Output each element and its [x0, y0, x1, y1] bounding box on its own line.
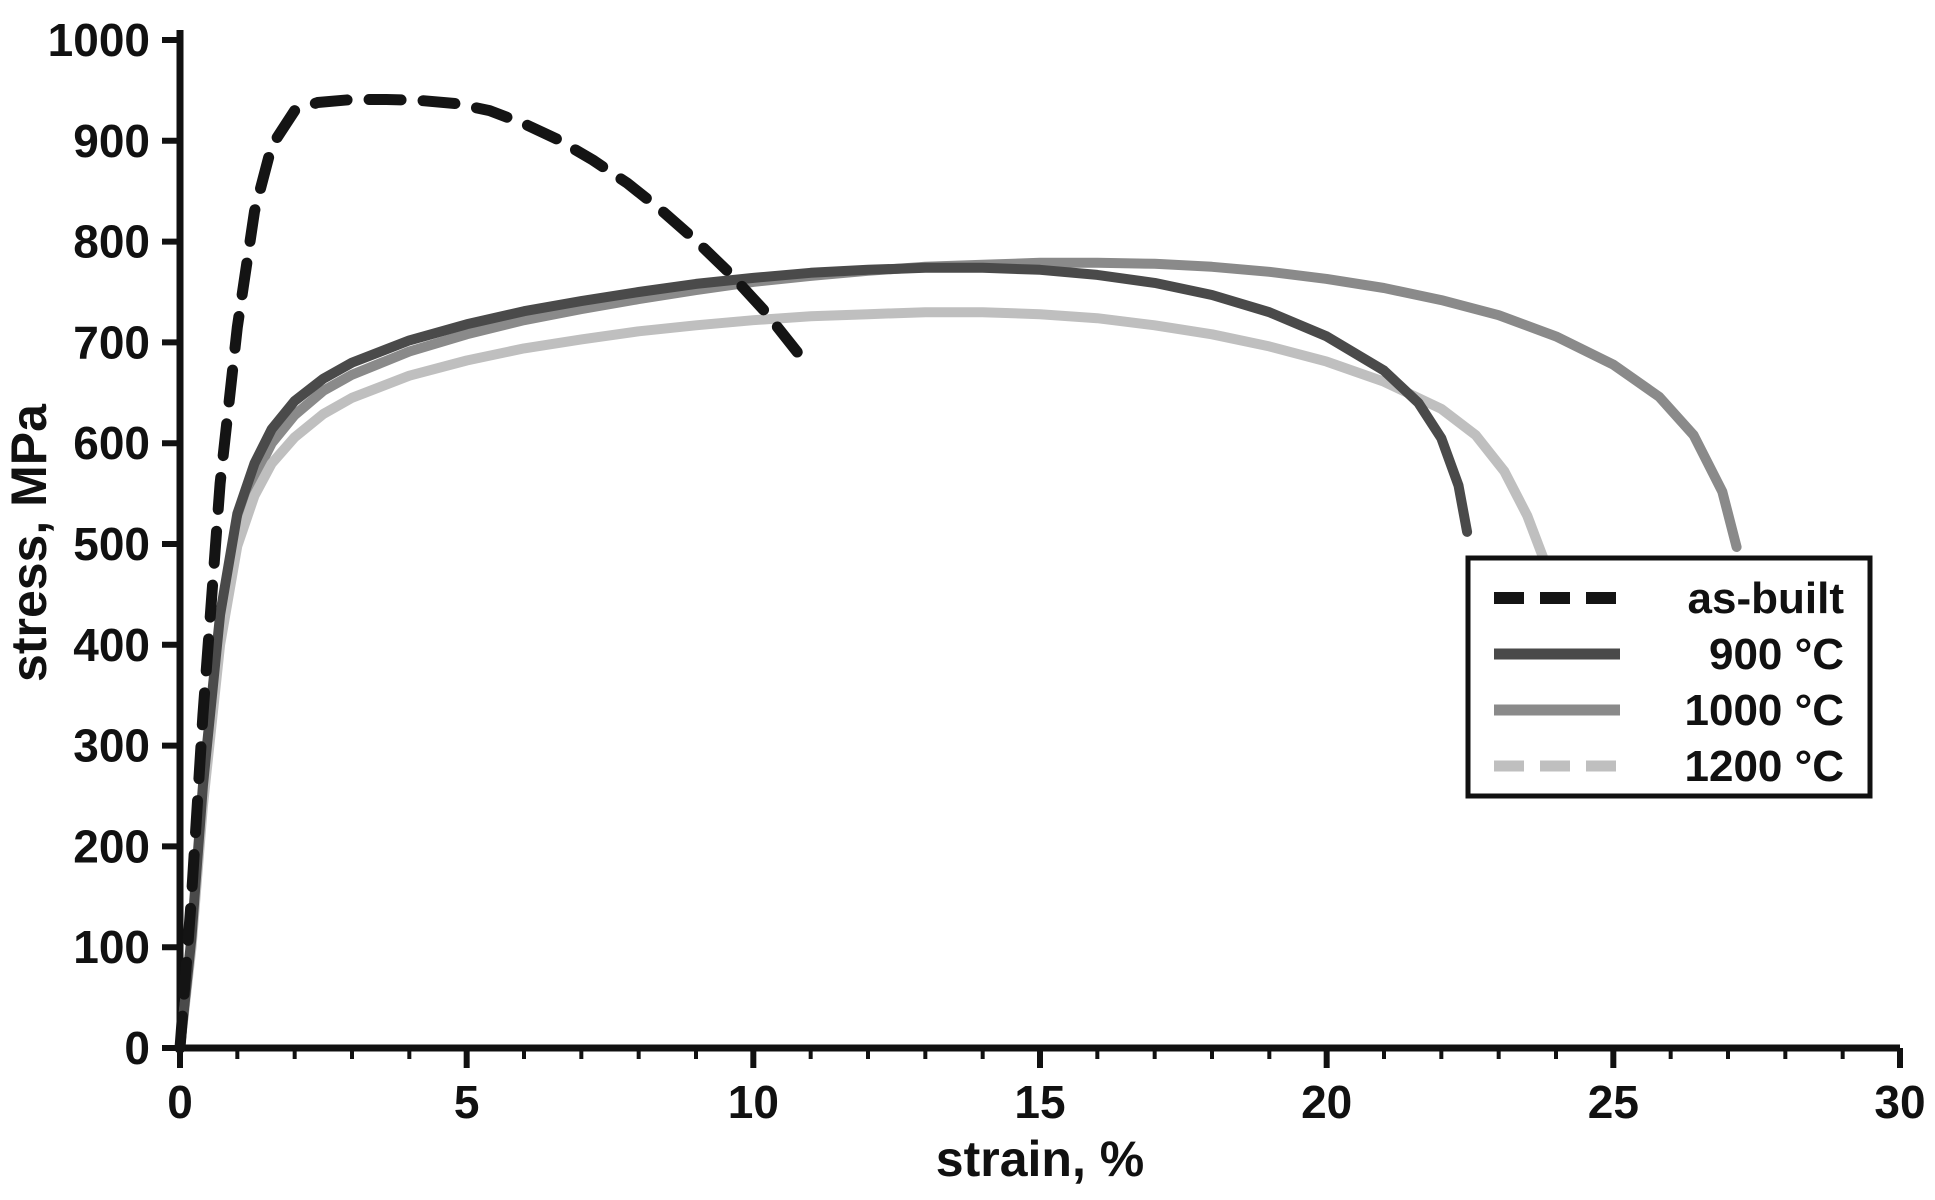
y-tick-label: 600 [73, 417, 150, 469]
y-tick-label: 0 [124, 1022, 150, 1074]
series-line-as-built [174, 94, 817, 1054]
y-tick-label: 900 [73, 115, 150, 167]
x-tick-label: 0 [167, 1076, 193, 1128]
x-tick-label: 20 [1301, 1076, 1352, 1128]
y-tick-label: 200 [73, 820, 150, 872]
y-tick-label: 400 [73, 619, 150, 671]
series-line-1200-c [175, 307, 1550, 1053]
legend-box [1465, 555, 1873, 799]
x-tick-label: 15 [1014, 1076, 1065, 1128]
y-tick-label: 700 [73, 316, 150, 368]
x-tick-label: 5 [454, 1076, 480, 1128]
legend-label-3: 1200 °C [1685, 742, 1844, 791]
legend-label-1: 900 °C [1709, 630, 1844, 679]
y-axis-title: stress, MPa [1, 403, 57, 682]
x-tick-label: 30 [1874, 1076, 1925, 1128]
y-tick-label: 800 [73, 216, 150, 268]
y-tick-label: 300 [73, 720, 150, 772]
x-tick-label: 25 [1588, 1076, 1639, 1128]
x-tick-label: 10 [728, 1076, 779, 1128]
y-tick-label: 500 [73, 518, 150, 570]
y-tick-label: 1000 [48, 14, 150, 66]
y-tick-label: 100 [73, 921, 150, 973]
series-line-900-c [175, 262, 1473, 1053]
legend-label-0: as-built [1688, 574, 1845, 623]
plot-generated: 0 100 200 300 400 500 600 700 800 900 1000 0 5 10 15 20… [48, 14, 1926, 1128]
legend-label-2: 1000 °C [1685, 686, 1844, 735]
x-axis-title: strain, % [936, 1131, 1144, 1187]
